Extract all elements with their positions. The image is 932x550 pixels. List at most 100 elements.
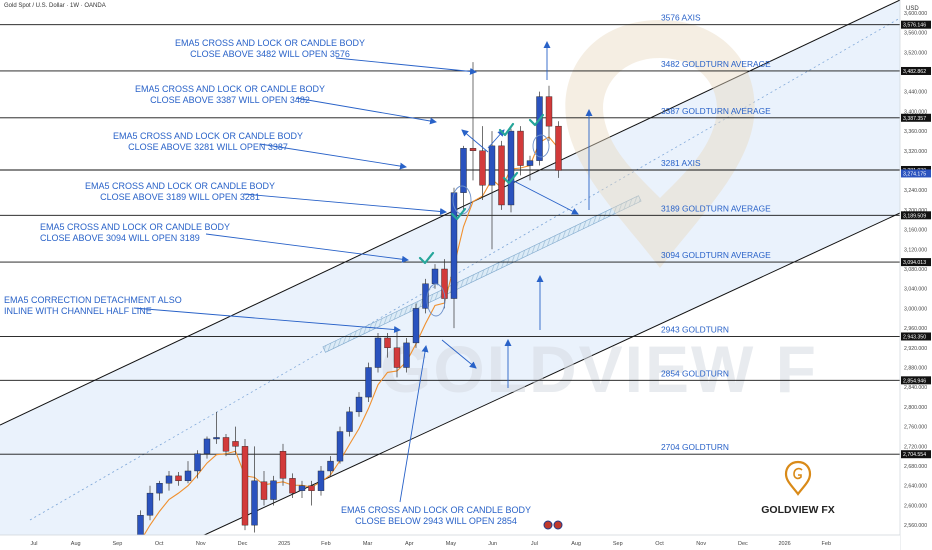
price-tick-label: 2,640.000: [904, 484, 927, 490]
level-tag-text-2943: 2,943.350: [903, 334, 926, 340]
price-tick-label: 2,880.000: [904, 366, 927, 372]
candle-body: [488, 145, 496, 186]
arrow-annotation-2: [295, 97, 437, 125]
level-tag-3576: [901, 20, 931, 29]
time-tick-label: 2025: [278, 541, 290, 547]
annotation-3: EMA5 CROSS AND LOCK OR CANDLE BODY CLOSE…: [108, 131, 308, 153]
annotation-3-line-1: EMA5 CROSS AND LOCK OR CANDLE BODY: [112, 131, 304, 141]
projection-arrow-down-2854: [441, 339, 477, 369]
level-label-2704: 2704 GOLDTURN: [661, 442, 729, 452]
brand-logo: GOLDVIEW FX: [761, 460, 835, 516]
time-tick-label: Oct: [655, 541, 664, 547]
candle-29: [403, 337, 410, 373]
level-tag-3189: [901, 211, 931, 220]
candle-body: [251, 480, 258, 526]
annotation-7-line-2: CLOSE BELOW 2943 WILL OPEN 2854: [355, 516, 517, 526]
price-tick-label: 2,800.000: [904, 405, 927, 411]
candle-body: [355, 396, 363, 413]
time-tick-label: Sep: [113, 541, 123, 547]
arrow-annotation-4: [243, 193, 447, 215]
level-tag-text-3387: 3,387.357: [903, 116, 926, 122]
projection-arrow-up-left: [461, 129, 489, 153]
candle-body: [431, 268, 439, 284]
candle-body: [498, 145, 505, 206]
projection-arrow-up-right: [487, 129, 505, 149]
price-tick-label: 3,240.000: [904, 188, 927, 194]
candle-body: [260, 481, 268, 500]
candle-body: [450, 192, 458, 299]
candle-3: [156, 480, 163, 501]
candle-42: [526, 155, 534, 181]
price-tick-label: 2,960.000: [904, 326, 927, 332]
watermark-text: GOLDVIEW F: [380, 332, 818, 406]
arrow-annotation-6: [133, 307, 401, 333]
projection-arrow-down-3189: [507, 177, 579, 215]
candle-22: [336, 426, 344, 464]
brand-name: GOLDVIEW FX: [761, 504, 835, 516]
check-icon-5: [528, 113, 545, 127]
candle-19: [308, 480, 315, 506]
time-tick-label: Nov: [196, 541, 206, 547]
candle-26: [374, 333, 382, 373]
candle-31: [422, 278, 429, 314]
annotation-4-line-1: EMA5 CROSS AND LOCK OR CANDLE BODY: [84, 181, 276, 191]
candle-38: [488, 131, 496, 250]
candle-body: [412, 308, 420, 344]
annotation-1-line-1: EMA5 CROSS AND LOCK OR CANDLE BODY: [174, 38, 366, 48]
candle-13: [251, 446, 258, 533]
candle-16: [279, 443, 287, 486]
candle-body: [346, 411, 353, 432]
annotation-6: EMA5 CORRECTION DETACHMENT ALSO INLINE W…: [4, 295, 204, 317]
level-tag-text-2704: 2,704.554: [903, 452, 926, 458]
projection-arrows: [441, 41, 593, 388]
candle-37: [479, 126, 486, 201]
candle-12: [241, 438, 249, 531]
candle-10: [222, 434, 230, 457]
candle-41: [517, 126, 524, 176]
candle-28: [393, 328, 401, 378]
annotation-3-line-2: CLOSE ABOVE 3281 WILL OPEN 3387: [128, 142, 288, 152]
candle-body: [241, 446, 249, 526]
time-tick-label: Oct: [155, 541, 164, 547]
price-tick-label: 3,560.000: [904, 31, 927, 37]
candle-5: [175, 471, 182, 486]
price-tick-label: 3,120.000: [904, 247, 927, 253]
candle-43: [536, 91, 543, 166]
annotation-2-line-2: CLOSE ABOVE 3387 WILL OPEN 3482: [150, 95, 310, 105]
candle-body: [184, 470, 192, 482]
candle-body: [270, 480, 277, 500]
time-tick-label: 2026: [778, 541, 790, 547]
price-tick-label: 3,440.000: [904, 90, 927, 96]
level-tag-text-3189: 3,189.509: [903, 213, 926, 219]
candle-8: [203, 436, 211, 459]
time-tick-label: Jul: [531, 541, 538, 547]
candle-body: [289, 478, 296, 494]
candle-33: [441, 259, 448, 309]
candle-body: [374, 337, 382, 368]
annotation-4-line-2: CLOSE ABOVE 3189 WILL OPEN 3281: [100, 192, 260, 202]
time-tick-label: Jul: [30, 541, 37, 547]
level-label-3281: 3281 AXIS: [661, 158, 701, 168]
arrow-annotation-5: [205, 233, 409, 263]
price-axis-background: [900, 0, 932, 550]
time-tick-label: Mar: [363, 541, 373, 547]
annotation-1: EMA5 CROSS AND LOCK OR CANDLE BODY CLOSE…: [170, 38, 370, 60]
candle-body: [441, 268, 448, 299]
check-icon-3: [498, 122, 515, 137]
level-label-3094: 3094 GOLDTURN AVERAGE: [661, 250, 771, 260]
candle-body: [403, 342, 410, 368]
candle-body: [365, 367, 372, 398]
annotation-arrows: [133, 57, 477, 503]
time-tick-label: Aug: [71, 541, 81, 547]
channel-half-band: [322, 195, 642, 353]
price-tick-label: 3,360.000: [904, 129, 927, 135]
price-tick-label: 3,520.000: [904, 50, 927, 56]
level-tag-text-2854: 2,854.946: [903, 378, 926, 384]
level-tag-2704: [901, 450, 931, 459]
price-tick-label: 3,160.000: [904, 228, 927, 234]
arrow-annotation-1: [335, 57, 477, 75]
candle-15: [270, 475, 277, 506]
watermark-logo-icon: [565, 20, 755, 268]
